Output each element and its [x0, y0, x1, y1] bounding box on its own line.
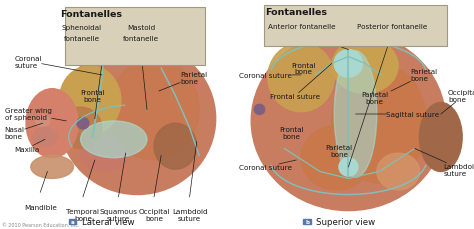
Text: Sphenoidal: Sphenoidal: [62, 25, 102, 31]
Text: Parietal
bone: Parietal bone: [159, 71, 207, 92]
Text: fontanelle: fontanelle: [123, 36, 159, 42]
Text: Maxilla: Maxilla: [14, 140, 45, 152]
Text: Frontal
bone: Frontal bone: [291, 62, 316, 75]
FancyBboxPatch shape: [264, 6, 447, 47]
Text: Nasal
bone: Nasal bone: [5, 124, 43, 139]
Text: Squamous
suture: Squamous suture: [100, 208, 137, 221]
Text: Coronal suture: Coronal suture: [239, 73, 301, 79]
Ellipse shape: [59, 66, 121, 135]
Ellipse shape: [59, 108, 102, 149]
Text: b: b: [305, 219, 309, 224]
Ellipse shape: [31, 156, 73, 179]
Text: Frontal
bone: Frontal bone: [80, 90, 105, 103]
Text: Lateral view: Lateral view: [82, 217, 134, 226]
Ellipse shape: [332, 64, 427, 183]
Text: Lambdoid
suture: Lambdoid suture: [415, 149, 474, 176]
Text: Occipital
bone: Occipital bone: [441, 90, 474, 114]
Circle shape: [254, 105, 264, 115]
Text: Mastoid: Mastoid: [127, 25, 155, 31]
Ellipse shape: [109, 60, 199, 160]
Text: Sagittal suture: Sagittal suture: [356, 112, 439, 117]
Text: Greater wing
of sphenoid: Greater wing of sphenoid: [5, 108, 66, 121]
Text: Parietal
bone: Parietal bone: [325, 145, 353, 158]
Text: Frontal
bone: Frontal bone: [279, 126, 304, 139]
Ellipse shape: [81, 140, 128, 172]
Text: Anterior fontanelle: Anterior fontanelle: [268, 24, 336, 30]
Text: Posterior fontanelle: Posterior fontanelle: [357, 24, 428, 30]
Ellipse shape: [33, 128, 57, 147]
Circle shape: [334, 50, 363, 78]
Ellipse shape: [301, 126, 372, 190]
Circle shape: [339, 158, 358, 176]
Ellipse shape: [268, 44, 334, 112]
Text: Parietal
bone: Parietal bone: [361, 92, 388, 105]
Text: © 2010 Pearson Education, Inc.: © 2010 Pearson Education, Inc.: [2, 222, 80, 227]
Bar: [303, 219, 311, 224]
Text: Parietal
bone: Parietal bone: [391, 69, 437, 92]
Ellipse shape: [81, 121, 147, 158]
Text: fontanelle: fontanelle: [64, 36, 100, 42]
Ellipse shape: [154, 124, 197, 169]
Circle shape: [77, 118, 89, 129]
Text: Frontal suture: Frontal suture: [270, 64, 332, 99]
Text: Temporal
bone: Temporal bone: [66, 208, 100, 221]
Ellipse shape: [332, 39, 398, 94]
Text: Occipital
bone: Occipital bone: [138, 208, 170, 221]
Text: Lambdoid
suture: Lambdoid suture: [172, 208, 208, 221]
Ellipse shape: [419, 103, 462, 172]
Text: Coronal
suture: Coronal suture: [14, 55, 102, 76]
Ellipse shape: [251, 32, 446, 211]
FancyBboxPatch shape: [65, 8, 205, 65]
Text: a: a: [71, 219, 74, 224]
Text: Mandible: Mandible: [24, 204, 57, 210]
Ellipse shape: [334, 52, 377, 177]
Text: Superior view: Superior view: [316, 217, 375, 226]
Text: Fontanelles: Fontanelles: [60, 10, 122, 19]
Ellipse shape: [377, 153, 419, 190]
Ellipse shape: [36, 116, 50, 127]
Text: Coronal suture: Coronal suture: [239, 160, 296, 170]
Bar: [69, 219, 76, 224]
Text: Fontanelles: Fontanelles: [265, 8, 327, 17]
Circle shape: [59, 44, 216, 195]
Ellipse shape: [26, 89, 78, 158]
